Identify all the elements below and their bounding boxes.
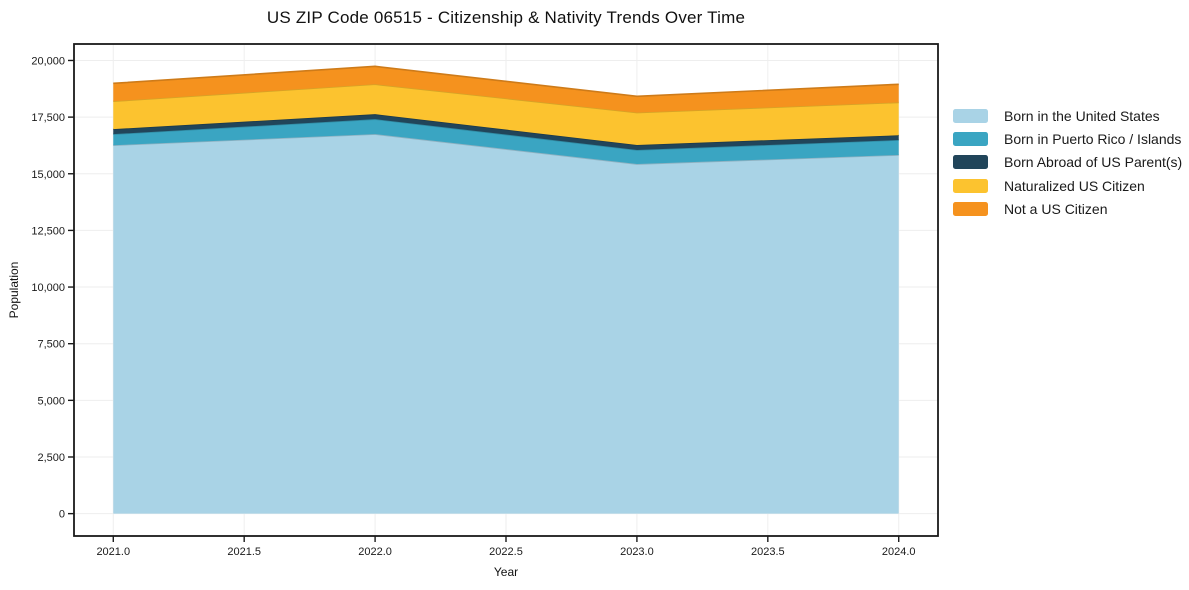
- y-tick-label: 10,000: [31, 282, 65, 294]
- legend-label: Not a US Citizen: [1004, 201, 1108, 218]
- y-tick-label: 20,000: [31, 55, 65, 67]
- area-series-0: [113, 134, 899, 514]
- x-axis-label: Year: [493, 565, 519, 579]
- area-series-3: [113, 84, 899, 145]
- legend-item: Not a US Citizen: [953, 198, 1182, 221]
- chart-title: US ZIP Code 06515 - Citizenship & Nativi…: [266, 8, 746, 27]
- area-series-1: [113, 119, 899, 165]
- legend-item: Naturalized US Citizen: [953, 174, 1182, 197]
- legend-label: Born Abroad of US Parent(s): [1004, 154, 1183, 171]
- x-tick-label: 2021.5: [227, 546, 261, 558]
- y-tick-label: 17,500: [31, 112, 65, 124]
- legend-label: Naturalized US Citizen: [1004, 177, 1145, 194]
- legend-swatch-icon: [953, 132, 988, 147]
- legend-item: Born Abroad of US Parent(s): [953, 151, 1182, 174]
- y-tick-label: 7,500: [37, 339, 65, 351]
- legend-swatch-icon: [953, 155, 988, 170]
- legend-swatch-icon: [953, 178, 988, 193]
- x-tick-label: 2022.0: [358, 546, 392, 558]
- x-tick-label: 2021.0: [96, 546, 130, 558]
- y-tick-label: 2,500: [37, 452, 65, 464]
- legend-item: Born in the United States: [953, 104, 1182, 127]
- area-series-2: [113, 114, 899, 150]
- y-tick-label: 15,000: [31, 169, 65, 181]
- y-tick-label: 12,500: [31, 225, 65, 237]
- legend-item: Born in Puerto Rico / Islands: [953, 127, 1182, 150]
- legend-swatch-icon: [953, 108, 988, 123]
- x-tick-label: 2024.0: [882, 546, 916, 558]
- x-tick-label: 2023.0: [620, 546, 654, 558]
- area-series-4-edge: [113, 65, 899, 98]
- x-tick-label: 2023.5: [751, 546, 785, 558]
- x-tick-label: 2022.5: [489, 546, 523, 558]
- area-series-4: [113, 66, 899, 113]
- y-tick-label: 5,000: [37, 395, 65, 407]
- legend-label: Born in Puerto Rico / Islands: [1004, 131, 1182, 148]
- legend: Born in the United States Born in Puerto …: [953, 104, 1182, 221]
- y-tick-label: 0: [59, 509, 65, 521]
- legend-swatch-icon: [953, 202, 988, 217]
- legend-label: Born in the United States: [1004, 107, 1160, 124]
- y-axis-label: Population: [7, 261, 21, 319]
